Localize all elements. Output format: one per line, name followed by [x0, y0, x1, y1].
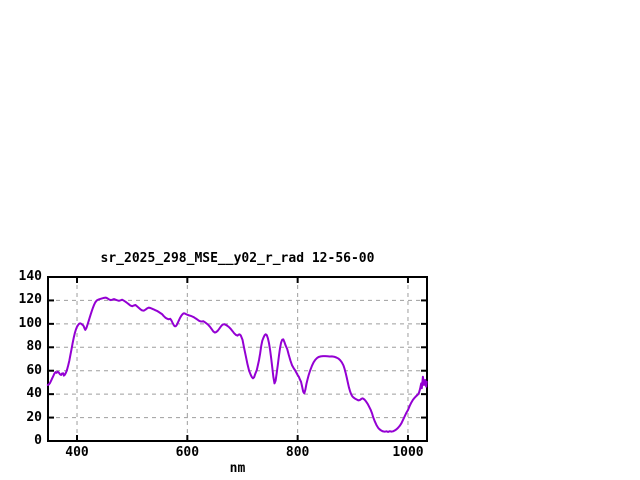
- y-tick-label: 100: [18, 315, 42, 331]
- grid-lines: [48, 277, 427, 441]
- y-tick-label: 140: [18, 269, 42, 284]
- plot-border: [47, 276, 428, 442]
- spectrum-curve: [46, 296, 428, 433]
- x-tick-label: 400: [65, 445, 89, 460]
- x-tick-label: 800: [285, 445, 310, 460]
- y-tick-label: 60: [26, 362, 42, 378]
- y-tick-label: 120: [18, 292, 42, 308]
- axis-tick-marks: [48, 276, 427, 442]
- chart-title: sr_2025_298_MSE__y02_r_rad 12-56-00: [100, 251, 375, 266]
- x-tick-label: 1000: [392, 445, 424, 460]
- y-tick-label: 80: [26, 339, 42, 355]
- x-axis-label: nm: [229, 461, 246, 476]
- y-tick-label: 40: [26, 386, 42, 402]
- y-tick-label: 20: [26, 409, 42, 425]
- x-tick-label: 600: [175, 445, 200, 460]
- y-tick-label: 0: [34, 433, 42, 448]
